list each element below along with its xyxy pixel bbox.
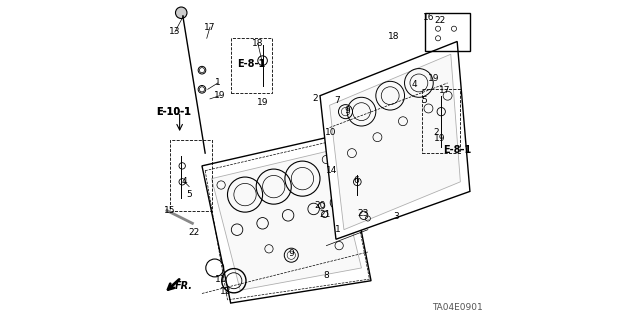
Bar — [170, 140, 212, 211]
Text: 14: 14 — [326, 166, 337, 175]
Text: 21: 21 — [319, 210, 330, 219]
Bar — [422, 89, 460, 153]
Text: E-10-1: E-10-1 — [156, 107, 191, 117]
Circle shape — [175, 7, 187, 19]
Text: 12: 12 — [220, 287, 232, 296]
Text: 5: 5 — [186, 190, 192, 199]
Bar — [425, 13, 470, 51]
Text: FR.: FR. — [175, 280, 193, 291]
Text: 13: 13 — [169, 27, 180, 36]
Text: 10: 10 — [325, 128, 337, 137]
Text: 7: 7 — [335, 96, 340, 105]
Text: TA04E0901: TA04E0901 — [432, 303, 483, 312]
Polygon shape — [202, 134, 371, 303]
Text: 18: 18 — [388, 32, 399, 41]
Polygon shape — [320, 41, 470, 239]
Text: 9: 9 — [344, 106, 350, 115]
Text: 22: 22 — [434, 16, 445, 25]
Text: 17: 17 — [204, 23, 216, 32]
Text: E-8-1: E-8-1 — [237, 59, 266, 69]
Text: 2: 2 — [434, 128, 439, 137]
Text: 8: 8 — [323, 271, 329, 280]
Text: 9: 9 — [289, 249, 294, 258]
Text: 3: 3 — [394, 212, 399, 221]
Text: 1: 1 — [335, 225, 340, 234]
Text: 4: 4 — [412, 80, 417, 89]
Text: 19: 19 — [428, 74, 439, 83]
Text: 19: 19 — [257, 98, 268, 107]
Text: 16: 16 — [422, 13, 434, 22]
Text: 19: 19 — [214, 91, 225, 100]
Text: 5: 5 — [421, 96, 426, 105]
Polygon shape — [330, 54, 460, 230]
Text: 17: 17 — [438, 86, 450, 95]
Text: 22: 22 — [188, 228, 200, 237]
Text: 2: 2 — [312, 94, 318, 103]
Polygon shape — [212, 150, 362, 290]
Text: 4: 4 — [182, 177, 188, 186]
Text: 19: 19 — [434, 134, 445, 143]
Text: 11: 11 — [215, 275, 227, 284]
Text: 18: 18 — [252, 39, 264, 48]
Text: 6: 6 — [353, 176, 359, 185]
Text: 1: 1 — [215, 78, 221, 87]
Text: 15: 15 — [164, 206, 176, 215]
Bar — [230, 38, 272, 93]
Text: E-10-1: E-10-1 — [156, 107, 191, 117]
Text: 23: 23 — [357, 209, 369, 218]
Text: 20: 20 — [314, 201, 326, 210]
Text: E-8-1: E-8-1 — [443, 145, 471, 155]
